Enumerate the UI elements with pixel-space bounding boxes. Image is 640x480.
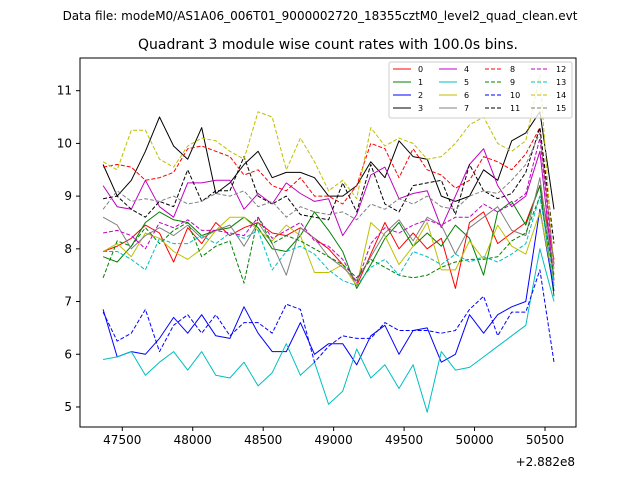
legend-label: 13 [556,78,566,87]
legend-label: 3 [418,104,423,113]
series-line-2 [102,208,555,366]
axes-frame [79,57,577,428]
legend-label: 10 [510,91,520,100]
legend-label: 1 [418,78,423,87]
y-tick-label: 10 [57,136,72,150]
series-line-14 [102,74,555,273]
x-tick-label: 50500 [526,433,564,447]
series-line-13 [103,195,555,287]
legend-frame [388,61,573,119]
x-axis: 47500 48000 48500 49000 49500 50000 50500 [103,427,564,447]
series-layer [102,74,555,413]
series-line-15 [102,132,555,265]
series-line-12 [103,137,555,284]
x-tick-label: 48000 [174,433,212,447]
series-line-10 [102,269,555,363]
legend-label: 9 [510,78,515,87]
legend-label: 12 [556,65,566,74]
series-line-6 [102,211,555,287]
legend-label: 2 [418,91,423,100]
x-tick-label: 49500 [385,433,423,447]
series-line-1 [102,185,555,297]
x-tick-label: 47500 [103,433,141,447]
series-line-3 [102,111,555,210]
legend-label: 14 [556,91,566,100]
series-line-11 [103,127,555,244]
y-tick-label: 5 [64,400,72,414]
chart-suptitle: Data file: modeM0/AS1A06_006T01_90000027… [63,9,578,23]
legend-label: 0 [418,65,423,74]
series-line-4 [102,148,555,281]
x-tick-label: 50000 [455,433,493,447]
plot-area: 47500 48000 48500 49000 49500 50000 50500 5 6 7 8… [57,57,577,469]
series-line-8 [103,127,555,265]
x-tick-label: 49000 [315,433,353,447]
series-line-5 [103,248,555,413]
series-line-0 [102,185,555,289]
y-tick-label: 7 [64,295,72,309]
series-line-9 [102,195,555,284]
y-axis: 5 6 7 8 9 10 11 [57,84,80,414]
x-tick-label: 48500 [244,433,282,447]
legend-label: 8 [510,65,515,74]
y-tick-label: 6 [64,347,72,361]
legend-label: 11 [510,104,520,113]
y-tick-label: 11 [57,84,72,98]
y-tick-label: 8 [64,242,72,256]
x-offset-label: +2.882e8 [516,455,575,469]
legend-label: 15 [556,104,566,113]
legend-label: 7 [464,104,469,113]
legend-label: 4 [464,65,469,74]
legend-label: 5 [464,78,469,87]
legend-label: 6 [464,91,469,100]
y-tick-label: 9 [64,189,72,203]
chart-title: Quadrant 3 module wise count rates with … [138,37,518,53]
